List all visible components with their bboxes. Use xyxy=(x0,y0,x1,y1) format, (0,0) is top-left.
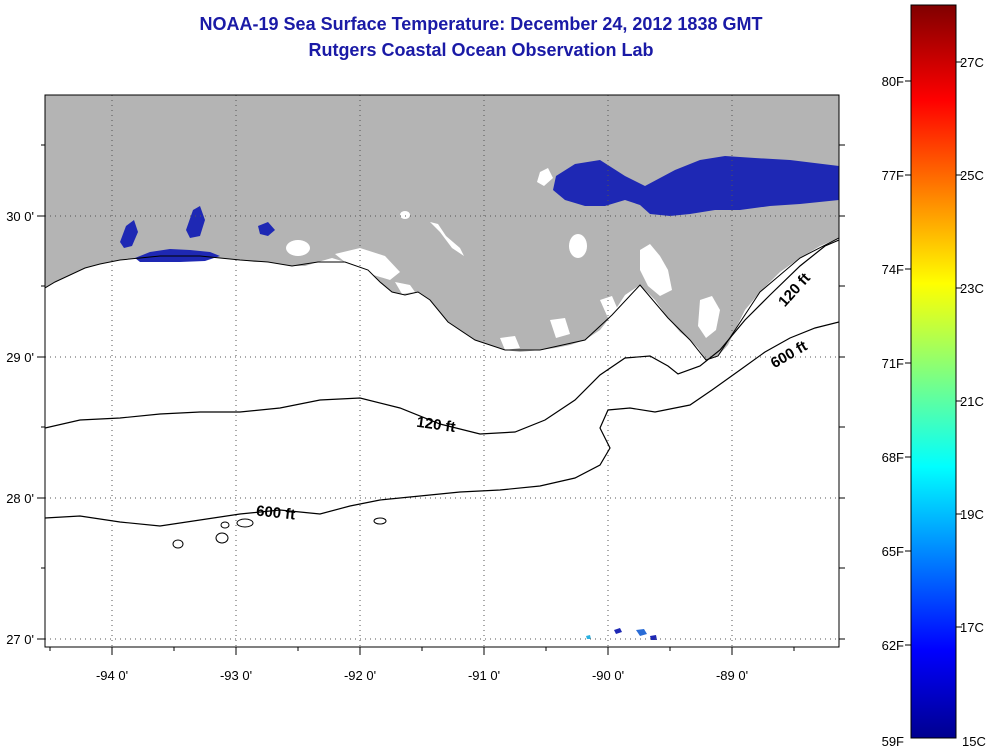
sst-patch-small xyxy=(258,222,275,236)
deepwater-features xyxy=(172,517,387,549)
sst-patch-sabine-lake xyxy=(120,220,138,248)
lon-tick-label: -92 0' xyxy=(344,668,376,683)
colorbar-c-label: 23C xyxy=(960,281,984,296)
colorbar-c-label: 25C xyxy=(960,168,984,183)
colorbar-f-label: 65F xyxy=(882,544,904,559)
lake xyxy=(400,211,410,219)
lat-tick-label: 29 0' xyxy=(6,350,34,365)
colorbar-f-label: 74F xyxy=(882,262,904,277)
marsh-water xyxy=(550,318,570,338)
contour-label-600ft: 600 ft xyxy=(255,503,296,524)
lake xyxy=(569,234,587,258)
map-subtitle: Rutgers Coastal Ocean Observation Lab xyxy=(308,40,654,60)
lake xyxy=(537,168,553,186)
colorbar-f-label: 68F xyxy=(882,450,904,465)
colorbar-c-label: 17C xyxy=(960,620,984,635)
marsh-water xyxy=(640,244,672,296)
isobath-120ft xyxy=(45,239,839,435)
marsh-water xyxy=(500,336,520,350)
lake xyxy=(395,282,415,294)
lat-tick-label: 27 0' xyxy=(6,632,34,647)
map-title: NOAA-19 Sea Surface Temperature: Decembe… xyxy=(199,14,763,34)
map-frame xyxy=(44,94,840,648)
land-mass xyxy=(45,95,839,360)
marsh-water xyxy=(698,296,720,338)
colorbar-f-label: 71F xyxy=(882,356,904,371)
colorbar-c-label: 27C xyxy=(960,55,984,70)
colorbar-c-label: 15C xyxy=(962,734,986,749)
lake xyxy=(430,222,464,256)
sst-patch-small xyxy=(586,635,591,639)
marsh-water xyxy=(600,296,618,318)
contour-label-120ft: 120 ft xyxy=(415,414,456,436)
colorbar-ticks xyxy=(905,61,962,646)
colorbar-c-label: 19C xyxy=(960,507,984,522)
isobath-600ft xyxy=(45,321,839,527)
lon-tick-label: -94 0' xyxy=(96,668,128,683)
colorbar-f-label: 80F xyxy=(882,74,904,89)
colorbar-f-label: 77F xyxy=(882,168,904,183)
lat-tick-label: 30 0' xyxy=(6,209,34,224)
sst-patch-calcasieu-lake xyxy=(186,206,205,238)
lat-tick-label: 28 0' xyxy=(6,491,34,506)
colorbar xyxy=(910,4,957,739)
graticule xyxy=(45,95,839,647)
sst-patch-small xyxy=(614,628,622,634)
axis-ticks xyxy=(37,144,845,655)
lon-tick-label: -89 0' xyxy=(716,668,748,683)
colorbar-f-label: 59F xyxy=(882,734,904,749)
sst-patch-lake-pontchartrain xyxy=(553,156,839,216)
coastline xyxy=(45,237,839,361)
sst-patch-small xyxy=(636,629,647,636)
lon-tick-label: -91 0' xyxy=(468,668,500,683)
lake xyxy=(335,248,400,280)
colorbar-f-label: 62F xyxy=(882,638,904,653)
lon-tick-label: -90 0' xyxy=(592,668,624,683)
lake xyxy=(286,240,310,256)
colorbar-c-label: 21C xyxy=(960,394,984,409)
lon-tick-label: -93 0' xyxy=(220,668,252,683)
